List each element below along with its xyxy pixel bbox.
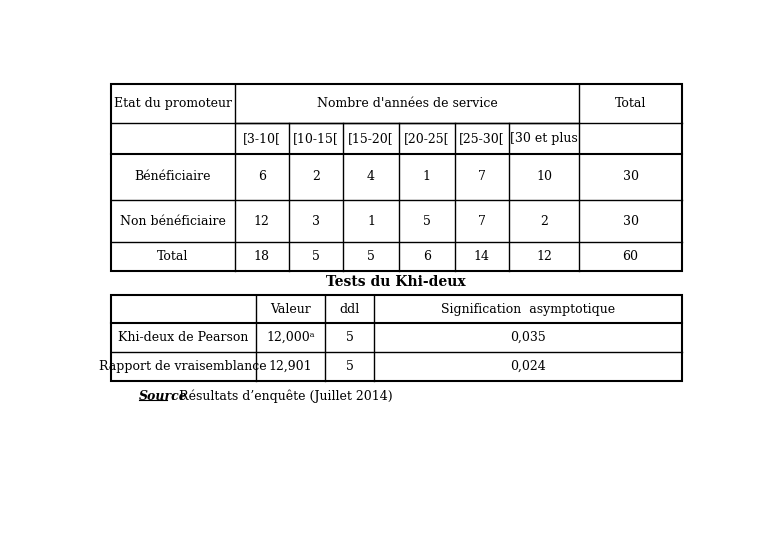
Text: 6: 6 — [423, 250, 431, 263]
Text: 5: 5 — [346, 360, 353, 373]
Text: 12,901: 12,901 — [268, 360, 312, 373]
Text: Etat du promoteur: Etat du promoteur — [114, 97, 232, 110]
Text: [25-30[: [25-30[ — [459, 132, 505, 145]
Text: 4: 4 — [367, 170, 375, 183]
Text: Source: Source — [139, 390, 188, 403]
Text: 30: 30 — [622, 214, 638, 227]
Text: 12: 12 — [536, 250, 552, 263]
Text: 3: 3 — [312, 214, 320, 227]
Text: 2: 2 — [312, 170, 320, 183]
Text: Total: Total — [157, 250, 189, 263]
Text: Valeur: Valeur — [270, 303, 311, 316]
Text: 12: 12 — [254, 214, 270, 227]
Text: ddl: ddl — [339, 303, 359, 316]
Text: [20-25[: [20-25[ — [404, 132, 450, 145]
Text: 18: 18 — [254, 250, 270, 263]
Text: Signification  asymptotique: Signification asymptotique — [441, 303, 615, 316]
Text: 5: 5 — [312, 250, 320, 263]
Text: 0,024: 0,024 — [510, 360, 546, 373]
Text: 30: 30 — [622, 170, 638, 183]
Text: 12,000ᵃ: 12,000ᵃ — [266, 331, 315, 344]
Text: 5: 5 — [423, 214, 431, 227]
Text: Bénéficiaire: Bénéficiaire — [135, 170, 211, 183]
Text: [3-10[: [3-10[ — [243, 132, 281, 145]
Text: 14: 14 — [474, 250, 490, 263]
Text: 1: 1 — [367, 214, 375, 227]
Text: 2: 2 — [540, 214, 548, 227]
Text: 5: 5 — [346, 331, 353, 344]
Text: 0,035: 0,035 — [510, 331, 546, 344]
Text: Rapport de vraisemblance: Rapport de vraisemblance — [99, 360, 267, 373]
Bar — [111, 295, 682, 381]
Text: 1: 1 — [423, 170, 431, 183]
Bar — [111, 84, 682, 271]
Text: : Résultats d’enquête (Juillet 2014): : Résultats d’enquête (Juillet 2014) — [167, 390, 393, 403]
Text: Non bénéficiaire: Non bénéficiaire — [120, 214, 226, 227]
Text: [15-20[: [15-20[ — [348, 132, 393, 145]
Text: Total: Total — [615, 97, 646, 110]
Text: 7: 7 — [478, 214, 485, 227]
Text: 60: 60 — [622, 250, 638, 263]
Text: 5: 5 — [367, 250, 375, 263]
Text: Khi-deux de Pearson: Khi-deux de Pearson — [117, 331, 248, 344]
Text: Tests du Khi-deux: Tests du Khi-deux — [326, 275, 465, 289]
Text: Nombre d'années de service: Nombre d'années de service — [317, 97, 497, 110]
Text: 10: 10 — [536, 170, 552, 183]
Text: 6: 6 — [257, 170, 266, 183]
Text: [10-15[: [10-15[ — [293, 132, 339, 145]
Text: 7: 7 — [478, 170, 485, 183]
Text: [30 et plus: [30 et plus — [510, 132, 578, 145]
